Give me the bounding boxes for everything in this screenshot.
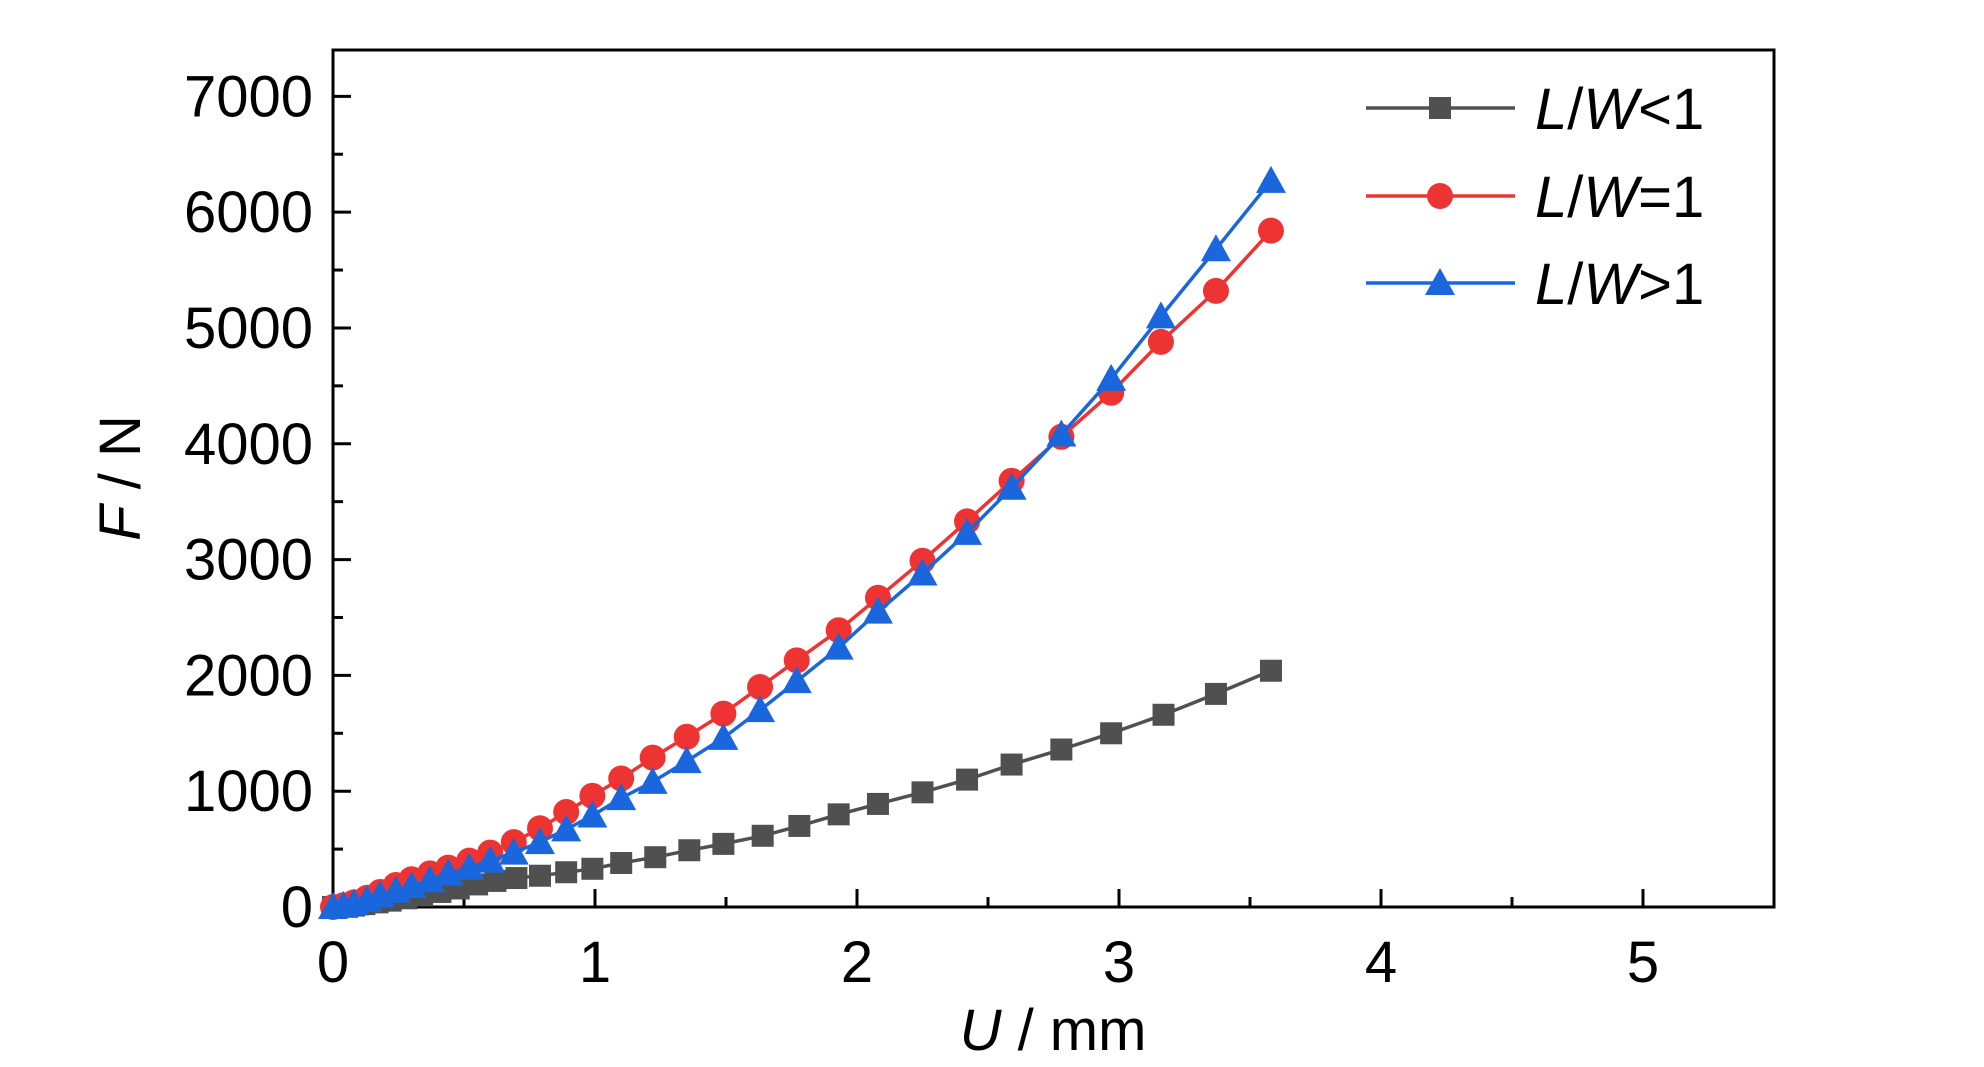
data-point: [781, 666, 812, 694]
x-tick-label: 1: [579, 930, 611, 995]
data-point: [788, 814, 811, 837]
x-tick-labels: 0 1 2 3 4 5: [317, 930, 1659, 995]
data-point: [608, 765, 635, 792]
legend-entry: L/W>1: [1366, 252, 1704, 317]
x-axis-title-symbol: U: [960, 998, 1003, 1062]
data-point: [475, 845, 506, 873]
legend: L/W<1 L/W=1 L/W>1: [1366, 77, 1704, 317]
data-point: [484, 869, 507, 892]
data-point: [524, 827, 555, 855]
data-point: [1204, 682, 1227, 705]
legend-swatch-marker: [1429, 97, 1451, 119]
data-point: [555, 861, 578, 884]
data-point: [637, 766, 668, 794]
data-point: [710, 700, 737, 727]
x-tick-label: 0: [317, 930, 349, 995]
data-point: [414, 865, 445, 893]
legend-label: L/W=1: [1535, 165, 1704, 230]
y-tick-label: 5000: [184, 296, 313, 361]
data-point: [1050, 738, 1073, 761]
data-point: [498, 837, 529, 865]
y-tick-labels: 0 1000 2000 3000 4000 5000 6000 7000: [184, 64, 313, 940]
data-point: [745, 695, 776, 723]
series-layer: [318, 165, 1286, 920]
data-point: [1046, 419, 1077, 447]
data-point: [712, 832, 735, 855]
data-point: [581, 857, 604, 880]
data-point: [866, 792, 889, 815]
y-axis-title-unit: / N: [88, 415, 153, 505]
data-point: [1152, 703, 1175, 726]
x-tick-label: 4: [1365, 930, 1397, 995]
data-point: [1100, 722, 1123, 745]
y-tick-label: 2000: [184, 643, 313, 708]
data-point: [952, 517, 983, 545]
data-point: [678, 839, 701, 862]
data-point: [606, 783, 637, 811]
data-point: [673, 723, 700, 750]
data-point: [505, 867, 528, 890]
y-axis-title: F / N: [88, 415, 153, 541]
data-point: [579, 782, 606, 809]
data-point: [827, 803, 850, 826]
plot-frame: [331, 48, 1776, 909]
data-point: [1200, 234, 1231, 262]
y-tick-label: 4000: [184, 412, 313, 477]
data-point: [862, 596, 893, 624]
data-point: [911, 781, 934, 804]
data-point: [783, 647, 810, 674]
legend-entry: L/W<1: [1366, 77, 1704, 142]
data-point: [1257, 217, 1284, 244]
y-tick-label: 7000: [184, 64, 313, 129]
series-line: [332, 179, 1273, 909]
data-point: [1000, 753, 1023, 776]
data-point: [1255, 165, 1286, 193]
legend-label: L/W<1: [1535, 77, 1704, 142]
data-point: [996, 472, 1027, 500]
series-line: [332, 229, 1273, 909]
x-axis-title: U / mm: [960, 998, 1147, 1062]
x-axis-title-unit: / mm: [1001, 998, 1146, 1062]
series-circle: [320, 217, 1284, 920]
data-point: [1145, 301, 1176, 329]
data-point: [747, 673, 774, 700]
data-point: [671, 746, 702, 774]
data-point: [1147, 328, 1174, 355]
x-tick-label: 5: [1627, 930, 1659, 995]
y-tick-label: 1000: [184, 759, 313, 824]
data-point: [551, 814, 582, 842]
legend-entry: L/W=1: [1366, 165, 1704, 230]
y-axis-title-symbol: F: [88, 502, 153, 541]
data-point: [644, 846, 667, 869]
data-point: [1202, 277, 1229, 304]
data-point: [577, 800, 608, 828]
legend-swatch-marker: [1425, 268, 1455, 295]
data-point: [825, 617, 852, 644]
legend-swatch-marker: [1427, 183, 1453, 209]
data-point: [956, 768, 979, 791]
y-tick-label: 6000: [184, 180, 313, 245]
data-point: [1096, 363, 1127, 391]
x-tick-label: 2: [841, 930, 873, 995]
data-point: [553, 799, 580, 826]
data-point: [1259, 659, 1282, 682]
data-point: [639, 744, 666, 771]
legend-label: L/W>1: [1535, 252, 1704, 317]
data-point: [528, 864, 551, 887]
data-point: [708, 722, 739, 750]
data-point: [751, 824, 774, 847]
x-tick-label: 3: [1103, 930, 1135, 995]
series-triangle: [318, 165, 1286, 919]
data-point: [823, 632, 854, 660]
data-point: [454, 852, 485, 880]
data-point: [907, 558, 938, 586]
y-tick-label: 3000: [184, 528, 313, 593]
data-point: [610, 851, 633, 874]
y-tick-label: 0: [281, 875, 313, 940]
